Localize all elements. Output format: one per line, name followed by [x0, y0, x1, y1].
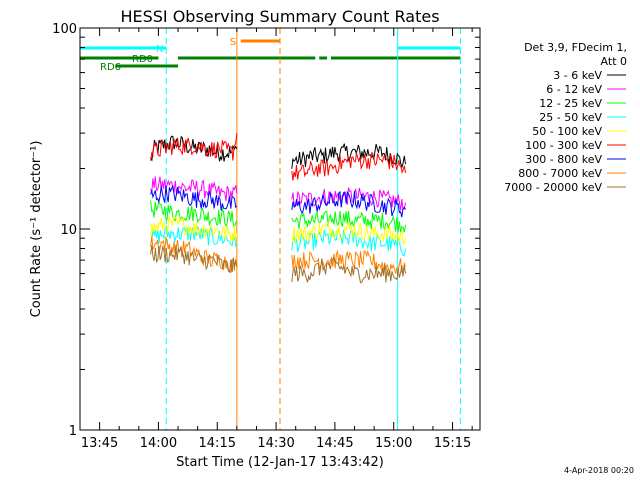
series-line-8-seg-0: [150, 245, 238, 273]
legend-header-line-1: Det 3,9, FDecim 1,: [524, 41, 627, 54]
legend-label-2: 12 - 25 keV: [539, 97, 602, 110]
x-tick-label-2: 14:15: [199, 436, 236, 451]
legend-label-5: 100 - 300 keV: [525, 139, 602, 152]
series-line-3-seg-0: [150, 224, 238, 248]
y-tick-label-0: 1: [69, 424, 77, 439]
x-tick-label-0: 13:45: [81, 436, 118, 451]
flag-label-n: N: [156, 44, 163, 55]
series-line-0-seg-0: [150, 135, 238, 162]
x-axis-label: Start Time (12-Jan-17 13:43:42): [176, 455, 384, 470]
footer-date: 4-Apr-2018 00:20: [564, 466, 634, 475]
series-line-6-seg-0: [150, 184, 238, 211]
flag-bars: N S RD0 RD6: [80, 37, 461, 73]
series-line-4-seg-1: [291, 220, 406, 245]
series-line-1-seg-1: [291, 187, 406, 211]
series-lines: [150, 133, 406, 284]
y-axis-label: Count Rate (s⁻¹ detector⁻¹): [29, 141, 44, 318]
series-line-4-seg-0: [150, 215, 238, 242]
series-line-5-seg-0: [150, 133, 238, 161]
legend-label-1: 6 - 12 keV: [546, 83, 602, 96]
y-axis-ticks: 1 10 100: [52, 22, 480, 439]
x-tick-label-5: 15:00: [375, 436, 412, 451]
series-line-8-seg-1: [291, 256, 406, 284]
legend-label-4: 50 - 100 keV: [532, 125, 602, 138]
x-tick-label-6: 15:15: [434, 436, 471, 451]
x-tick-label-4: 14:45: [316, 436, 353, 451]
series-line-5-seg-1: [291, 151, 406, 181]
x-tick-label-3: 14:30: [257, 436, 294, 451]
series-line-7-seg-1: [291, 249, 406, 275]
legend-label-0: 3 - 6 keV: [553, 69, 602, 82]
y-tick-label-2: 100: [52, 22, 77, 37]
flag-label-rd6: RD6: [100, 62, 121, 73]
legend-label-6: 300 - 800 keV: [525, 153, 602, 166]
x-tick-label-1: 14:00: [140, 436, 177, 451]
chart-title: HESSI Observing Summary Count Rates: [120, 7, 439, 26]
legend-label-3: 25 - 50 keV: [539, 111, 602, 124]
legend-label-8: 7000 - 20000 keV: [504, 181, 602, 194]
series-line-6-seg-1: [291, 190, 406, 218]
flag-label-rd0: RD0: [132, 54, 153, 65]
series-line-0-seg-1: [291, 143, 406, 169]
legend-label-7: 800 - 7000 keV: [518, 167, 602, 180]
x-axis-ticks: 13:45 14:00 14:15 14:30 14:45 15:00 15:15: [81, 28, 473, 451]
series-line-1-seg-0: [150, 176, 238, 203]
legend-header-line-2: Att 0: [601, 55, 627, 68]
y-tick-label-1: 10: [60, 223, 77, 238]
series-line-2-seg-1: [291, 210, 406, 233]
flag-label-s: S: [230, 37, 236, 48]
series-line-2-seg-0: [150, 198, 238, 230]
